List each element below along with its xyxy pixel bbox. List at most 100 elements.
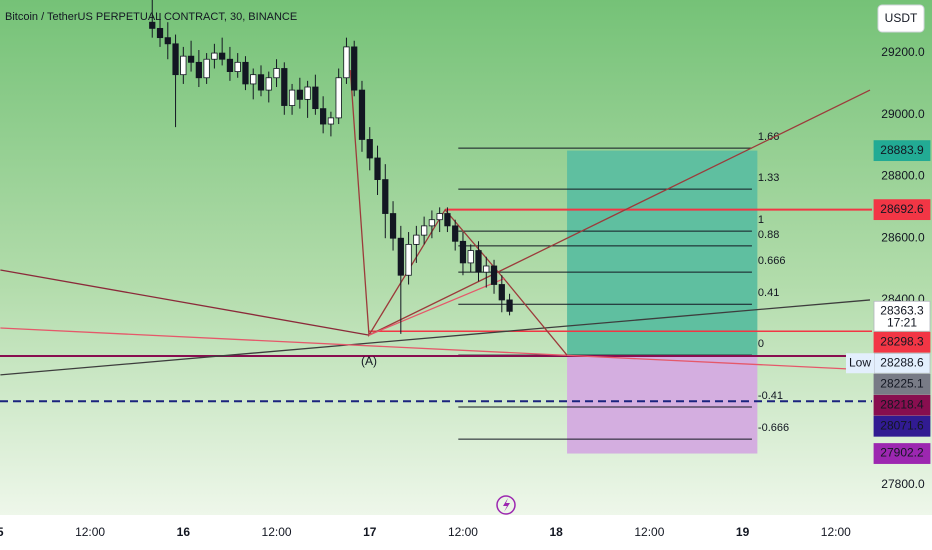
price-badge [873, 373, 931, 395]
candle-body [428, 219, 436, 227]
candle-body [172, 43, 179, 76]
candle-body [273, 68, 280, 79]
fib-label: -0.666 [758, 422, 789, 434]
y-tick-label: 29000.0 [881, 107, 925, 121]
candle-body [405, 243, 412, 276]
candle-body [327, 117, 335, 125]
candle-body [234, 61, 241, 72]
candle-body [382, 179, 389, 214]
candle-body [304, 86, 311, 100]
candle-body [421, 225, 428, 236]
candle-body [257, 74, 265, 91]
currency-button[interactable] [877, 4, 925, 33]
price-badge [873, 331, 931, 353]
trend-line [368, 89, 871, 336]
candle-body [413, 234, 420, 245]
profit-zone [567, 150, 758, 356]
price-badge [873, 443, 931, 464]
price-badge-label: 27902.2 [880, 446, 924, 460]
price-badge-label: 28288.6 [880, 355, 924, 369]
candle-body [288, 89, 296, 106]
price-badge-label: 28363.3 [880, 303, 924, 317]
candle-body [296, 89, 303, 100]
candle-body [226, 58, 234, 72]
candle-body [219, 52, 226, 60]
candle-body [389, 213, 397, 239]
x-tick-label: 12:00 [821, 525, 851, 539]
fib-label: 0.41 [758, 287, 779, 299]
trend-line [0, 327, 871, 371]
price-axis: 27800.028400.028600.028800.029000.029200… [846, 45, 931, 491]
x-tick-label: 18 [549, 525, 563, 539]
y-tick-label: 27800.0 [881, 477, 925, 491]
tag-label: Low [849, 355, 871, 369]
candle-body [281, 68, 288, 106]
candle-body [490, 265, 498, 285]
price-badge-label: 28692.6 [880, 202, 924, 216]
tag-badge [846, 353, 874, 374]
price-badge-label: 28218.4 [880, 397, 924, 411]
x-tick-label: 17 [363, 525, 377, 539]
candle-body [312, 86, 319, 110]
time-axis-bg [0, 515, 932, 550]
currency-label[interactable]: USDT [885, 11, 918, 25]
x-tick-label: 12:00 [262, 525, 292, 539]
x-tick-label: 12:00 [634, 525, 664, 539]
fib-label: 0 [758, 338, 764, 350]
candle-body [164, 37, 171, 45]
candle-body [211, 52, 218, 60]
fib-label: 1 [758, 214, 764, 226]
candle-body [343, 46, 350, 79]
price-badge [873, 140, 931, 162]
candle-body [436, 213, 443, 221]
y-tick-label: 29200.0 [881, 45, 925, 59]
trend-line [0, 299, 871, 376]
price-badge [873, 394, 931, 416]
candle-body [250, 74, 257, 85]
candle-body [452, 225, 459, 242]
y-tick-label: 28800.0 [881, 169, 925, 183]
candle-body [156, 27, 164, 39]
candle-body [187, 55, 195, 63]
trend-line [349, 69, 568, 356]
candle-body [459, 240, 467, 264]
candle-body [374, 157, 381, 180]
trend-line [0, 269, 370, 336]
trend-line [368, 277, 506, 336]
price-badge-label: 28883.9 [880, 143, 924, 157]
price-badge [873, 199, 931, 221]
candle-body [242, 61, 249, 85]
candle-body [203, 58, 210, 79]
x-tick-label: 19 [736, 525, 750, 539]
x-tick-label: 16 [177, 525, 191, 539]
fib-label: 0.666 [758, 255, 786, 267]
alert-bolt[interactable] [503, 498, 510, 512]
candle-body [195, 61, 202, 79]
candle-body [498, 284, 505, 301]
countdown: 17:21 [887, 315, 917, 329]
chart-title: Bitcoin / TetherUS PERPETUAL CONTRACT, 3… [5, 11, 297, 23]
x-tick-label: 15 [0, 525, 4, 539]
annotation: (A) [361, 354, 377, 368]
loss-zone [567, 355, 758, 454]
price-badge-label: 28071.6 [880, 418, 924, 432]
candle-body [444, 213, 451, 227]
candle-body [320, 108, 327, 125]
fib-label: 1.33 [758, 172, 779, 184]
price-badge-label: 28298.3 [880, 334, 924, 348]
plot-area: 1.66 1.33 1 0.88 0.666 0.41 0 -0.41 -0.666 (A) [0, 0, 872, 454]
fib-label: -0.41 [758, 390, 783, 402]
y-tick-label: 28600.0 [881, 230, 925, 244]
candle-body [483, 265, 490, 273]
candle-body [180, 55, 187, 76]
candle-body [358, 89, 366, 140]
alert-circle[interactable] [496, 495, 516, 515]
alert-icon[interactable] [496, 495, 516, 515]
candle-body [265, 77, 272, 91]
candle-body [149, 21, 156, 29]
candle-body [475, 250, 482, 273]
x-tick-label: 12:00 [75, 525, 105, 539]
fib-label: 1.66 [758, 131, 779, 143]
